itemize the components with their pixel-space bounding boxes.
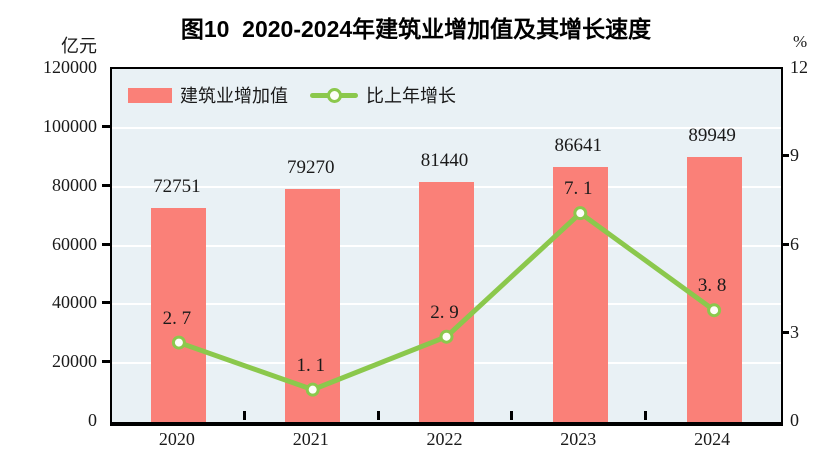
right-axis-tick-label: 0 <box>790 410 799 430</box>
line-value-label: 3. 8 <box>697 275 727 297</box>
x-axis-category-label: 2020 <box>158 429 195 449</box>
x-axis-boundary-tick <box>644 411 648 420</box>
legend-line-label: 比上年增长 <box>366 86 456 106</box>
left-axis-tick-label: 80000 <box>52 174 97 195</box>
x-axis-boundary-tick <box>510 411 514 420</box>
growth-marker <box>573 206 588 221</box>
left-axis-tick-label: 100000 <box>43 115 97 136</box>
x-axis-category-label: 2022 <box>426 429 463 449</box>
right-axis-tick-label: 12 <box>790 57 808 77</box>
growth-marker <box>707 303 722 318</box>
left-axis-tick-label: 0 <box>88 410 97 430</box>
growth-marker <box>439 329 454 344</box>
legend: 建筑业增加值 比上年增长 <box>128 82 456 108</box>
line-value-label: 1. 1 <box>296 354 325 376</box>
x-axis-category-label: 2023 <box>560 429 597 449</box>
right-axis-tick <box>781 242 789 246</box>
bar-value-label: 81440 <box>420 150 469 172</box>
right-axis-tick-label: 3 <box>790 321 799 342</box>
growth-marker <box>305 382 320 397</box>
growth-line-layer <box>171 206 722 397</box>
legend-bar-swatch <box>128 87 172 103</box>
plot-area: 建筑业增加值 比上年增长 <box>110 67 783 426</box>
left-axis-tick <box>102 124 110 128</box>
chart-title: 图10 2020-2024年建筑业增加值及其增长速度 <box>180 16 652 42</box>
x-axis-boundary-tick <box>242 411 246 420</box>
right-axis-tick <box>781 154 789 158</box>
left-axis-tick-label: 120000 <box>43 57 97 77</box>
left-axis-tick <box>102 360 110 364</box>
left-axis-tick-label: 40000 <box>52 292 97 313</box>
left-axis-tick <box>102 183 110 187</box>
legend-line-marker <box>327 87 342 103</box>
left-axis-unit: 亿元 <box>61 36 97 56</box>
x-axis-boundary-tick <box>376 411 380 420</box>
line-value-label: 2. 7 <box>162 307 192 329</box>
right-axis-unit: % <box>793 32 808 51</box>
bar-2024 <box>686 157 742 422</box>
bar-value-label: 72751 <box>153 175 201 197</box>
line-value-label: 2. 9 <box>430 301 459 323</box>
legend-line-symbol <box>310 87 358 103</box>
bar-2020 <box>151 208 207 422</box>
bar-value-label: 86641 <box>554 135 603 157</box>
line-value-label: 7. 1 <box>564 178 593 200</box>
left-axis-tick-label: 60000 <box>52 233 97 254</box>
right-axis-tick <box>781 330 789 334</box>
x-axis-category-label: 2021 <box>292 429 329 449</box>
growth-marker <box>171 335 186 350</box>
legend-bar-label: 建筑业增加值 <box>180 86 288 106</box>
left-axis-tick <box>102 242 110 246</box>
bar-value-label: 89949 <box>688 125 736 147</box>
left-axis-tick <box>102 301 110 305</box>
bar-2022 <box>419 182 474 422</box>
left-axis-tick-label: 20000 <box>52 351 97 372</box>
right-axis-tick-label: 9 <box>790 145 799 166</box>
gridline <box>112 126 781 129</box>
x-axis-category-label: 2024 <box>694 429 731 449</box>
right-axis-tick-label: 6 <box>790 233 799 254</box>
bar-value-label: 79270 <box>286 156 335 178</box>
